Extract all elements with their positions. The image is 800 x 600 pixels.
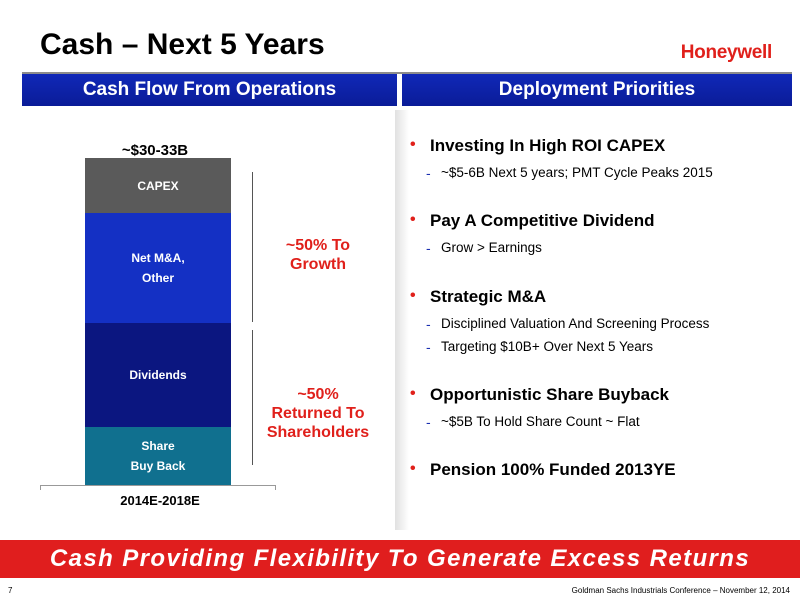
priority-label: Pension 100% Funded 2013YE xyxy=(430,460,676,479)
subitem-label: Targeting $10B+ Over Next 5 Years xyxy=(441,339,654,354)
segment-label-dividends: Dividends xyxy=(129,368,187,382)
priority-label: Pay A Competitive Dividend xyxy=(430,211,655,230)
dash-icon: - xyxy=(426,316,431,332)
honeywell-logo: Honeywell xyxy=(680,42,773,63)
subitem-label: ~$5-6B Next 5 years; PMT Cycle Peaks 201… xyxy=(441,165,713,180)
x-axis-category-label: 2014E-2018E xyxy=(120,493,200,508)
shareholders-bracket-line xyxy=(252,330,253,465)
priority-item: • Pay A Competitive Dividend xyxy=(410,211,655,231)
growth-bracket-label: ~50% To Growth xyxy=(258,236,378,274)
shareholders-label-line1: ~50% xyxy=(297,386,339,403)
x-axis-tick xyxy=(40,485,41,490)
bullet-icon: • xyxy=(410,460,416,477)
subitem-label: Disciplined Valuation And Screening Proc… xyxy=(441,316,710,331)
bar-segment-net-ma-other: Net M&A, Other xyxy=(85,213,231,323)
shareholders-label-line3: Shareholders xyxy=(266,424,370,441)
dash-icon: - xyxy=(426,414,431,430)
x-axis-tick xyxy=(275,485,276,490)
segment-label-capex: CAPEX xyxy=(137,178,179,193)
bar-segment-dividends: Dividends xyxy=(85,323,231,427)
priority-item: • Opportunistic Share Buyback xyxy=(410,385,669,405)
growth-label-line2: Growth xyxy=(290,256,346,273)
x-axis xyxy=(40,485,276,486)
deployment-header: Deployment Priorities xyxy=(402,74,792,106)
segment-label-buyback-line2: Buy Back xyxy=(130,459,186,473)
priority-subitem: - ~$5B To Hold Share Count ~ Flat xyxy=(426,414,640,430)
slide-title: Cash – Next 5 Years xyxy=(40,28,325,61)
subitem-label: ~$5B To Hold Share Count ~ Flat xyxy=(441,414,640,429)
bullet-icon: • xyxy=(410,211,416,228)
dash-icon: - xyxy=(426,165,431,181)
bullet-icon: • xyxy=(410,385,416,402)
bar-segment-share-buy-back: Share Buy Back xyxy=(85,427,231,485)
priority-label: Strategic M&A xyxy=(430,287,547,306)
shareholders-bracket-label: ~50% Returned To Shareholders xyxy=(258,385,378,442)
growth-label-line1: ~50% To xyxy=(285,237,351,254)
segment-label-buyback-line1: Share xyxy=(141,439,175,453)
growth-bracket-line xyxy=(252,172,253,322)
bar-segment-capex: CAPEX xyxy=(85,158,231,213)
segment-label-net-ma-line1: Net M&A, xyxy=(131,251,185,265)
dash-icon: - xyxy=(426,339,431,355)
page-number: 7 xyxy=(8,586,13,595)
priority-label: Opportunistic Share Buyback xyxy=(430,385,669,404)
priority-subitem: - ~$5-6B Next 5 years; PMT Cycle Peaks 2… xyxy=(426,165,713,181)
bullet-icon: • xyxy=(410,287,416,304)
footer-conference: Goldman Sachs Industrials Conference – N… xyxy=(571,586,790,595)
chart-total-label: ~$30-33B xyxy=(121,142,189,159)
priority-label: Investing In High ROI CAPEX xyxy=(430,136,666,155)
tagline-banner: Cash Providing Flexibility To Generate E… xyxy=(0,540,800,578)
priority-item: • Pension 100% Funded 2013YE xyxy=(410,460,676,480)
segment-label-net-ma-line2: Other xyxy=(141,271,174,285)
priority-subitem: - Targeting $10B+ Over Next 5 Years xyxy=(426,339,653,355)
priority-subitem: - Grow > Earnings xyxy=(426,240,542,256)
bullet-icon: • xyxy=(410,136,416,153)
cash-flow-header: Cash Flow From Operations xyxy=(22,74,397,106)
priority-subitem: - Disciplined Valuation And Screening Pr… xyxy=(426,316,709,332)
dash-icon: - xyxy=(426,240,431,256)
priority-item: • Strategic M&A xyxy=(410,287,546,307)
title-rule xyxy=(22,72,792,74)
panel-divider xyxy=(395,110,409,530)
subitem-label: Grow > Earnings xyxy=(441,240,542,255)
priority-item: • Investing In High ROI CAPEX xyxy=(410,136,665,156)
shareholders-label-line2: Returned To xyxy=(271,405,365,422)
